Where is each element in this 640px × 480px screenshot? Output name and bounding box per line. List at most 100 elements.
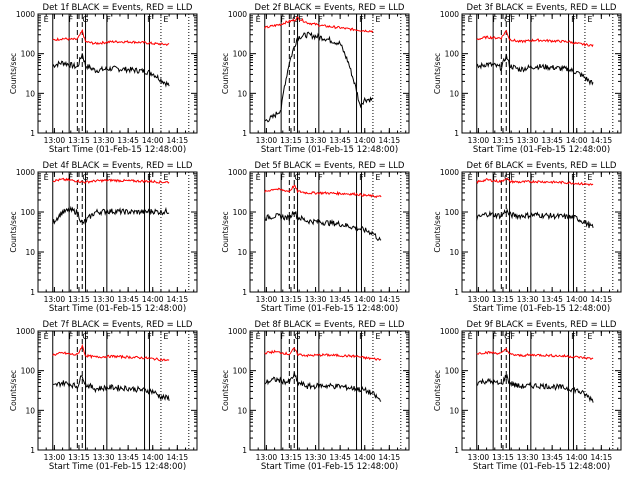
interval-mark: F bbox=[359, 173, 364, 182]
x-tick-label: 13:30 bbox=[305, 136, 327, 145]
y-tick-label: 10 bbox=[25, 406, 35, 415]
interval-mark: G bbox=[294, 332, 300, 341]
interval-mark: E bbox=[375, 173, 380, 182]
x-tick-label: 14:15 bbox=[591, 136, 613, 145]
y-tick-label: 10 bbox=[237, 406, 247, 415]
lld-series-line bbox=[264, 347, 382, 361]
plot-frame bbox=[249, 13, 410, 134]
interval-mark: F bbox=[530, 332, 535, 341]
y-tick-label: 10 bbox=[25, 89, 35, 98]
x-tick-label: 14:00 bbox=[142, 295, 164, 304]
x-tick-label: 13:15 bbox=[68, 136, 90, 145]
interval-mark: GF bbox=[292, 15, 303, 24]
lld-series-line bbox=[52, 343, 170, 362]
interval-mark: E bbox=[375, 332, 380, 341]
x-tick-label: 13:00 bbox=[256, 453, 278, 462]
events-series-line bbox=[476, 373, 594, 403]
x-tick-label: 13:15 bbox=[492, 136, 514, 145]
interval-mark: E bbox=[256, 332, 261, 341]
interval-mark: GF bbox=[504, 15, 515, 24]
y-tick-label: 100 bbox=[21, 50, 36, 59]
x-tick-label: 13:00 bbox=[468, 295, 490, 304]
lld-series-line bbox=[476, 177, 594, 187]
panel-title: Det 7f BLACK = Events, RED = LLD bbox=[43, 320, 193, 330]
x-axis-label: Start Time (01-Feb-15 12:48:00) bbox=[261, 304, 398, 314]
y-tick-label: 100 bbox=[21, 367, 36, 376]
events-series-line bbox=[476, 53, 594, 86]
x-tick-label: 13:00 bbox=[468, 453, 490, 462]
lld-series-line bbox=[476, 347, 594, 360]
x-tick-label: 13:45 bbox=[117, 136, 139, 145]
interval-mark: F bbox=[147, 332, 152, 341]
y-axis-label: Counts/sec bbox=[9, 53, 18, 94]
interval-mark: F bbox=[106, 332, 111, 341]
interval-mark: E bbox=[587, 15, 592, 24]
x-tick-label: 13:30 bbox=[517, 453, 539, 462]
lld-series-line bbox=[264, 184, 382, 199]
events-series-line bbox=[52, 375, 170, 401]
lld-series-line bbox=[476, 29, 594, 48]
panel-title: Det 1f BLACK = Events, RED = LLD bbox=[43, 3, 193, 13]
interval-mark: E bbox=[587, 332, 592, 341]
interval-mark: E bbox=[375, 15, 380, 24]
interval-mark: E bbox=[163, 332, 168, 341]
interval-mark: F bbox=[318, 15, 323, 24]
plot-frame bbox=[461, 13, 622, 134]
interval-mark: F bbox=[492, 173, 497, 182]
x-tick-label: 14:15 bbox=[379, 136, 401, 145]
interval-mark: F bbox=[318, 173, 323, 182]
y-tick-label: 1000 bbox=[440, 327, 459, 336]
x-tick-label: 13:15 bbox=[280, 453, 302, 462]
plot-frame bbox=[37, 171, 198, 293]
x-tick-label: 13:00 bbox=[468, 136, 490, 145]
x-tick-label: 13:45 bbox=[329, 453, 351, 462]
panel-title: Det 5f BLACK = Events, RED = LLD bbox=[255, 161, 405, 171]
interval-mark: F bbox=[492, 15, 497, 24]
y-tick-label: 1 bbox=[242, 446, 247, 455]
y-axis-label: Counts/sec bbox=[433, 211, 442, 252]
x-tick-label: 13:45 bbox=[117, 295, 139, 304]
plot-frame bbox=[461, 330, 622, 451]
y-tick-label: 1000 bbox=[16, 10, 35, 19]
x-tick-label: 13:30 bbox=[93, 136, 115, 145]
interval-mark: E bbox=[468, 173, 473, 182]
y-tick-label: 100 bbox=[233, 208, 248, 217]
x-tick-label: 13:30 bbox=[93, 453, 115, 462]
interval-mark: G bbox=[82, 173, 88, 182]
interval-mark: E bbox=[44, 332, 49, 341]
panel-title: Det 4f BLACK = Events, RED = LLD bbox=[43, 161, 193, 171]
plot-frame bbox=[249, 330, 410, 451]
panel-title: Det 9f BLACK = Events, RED = LLD bbox=[467, 320, 617, 330]
panel-title: Det 6f BLACK = Events, RED = LLD bbox=[467, 161, 617, 171]
interval-mark: E bbox=[163, 15, 168, 24]
x-tick-label: 13:00 bbox=[256, 295, 278, 304]
interval-mark: F bbox=[280, 15, 285, 24]
interval-mark: E bbox=[587, 173, 592, 182]
y-tick-label: 100 bbox=[233, 50, 248, 59]
panel-title: Det 3f BLACK = Events, RED = LLD bbox=[467, 3, 617, 13]
interval-mark: F bbox=[147, 15, 152, 24]
x-tick-label: 14:00 bbox=[354, 453, 376, 462]
x-tick-label: 13:30 bbox=[517, 295, 539, 304]
y-axis-label: Counts/sec bbox=[221, 370, 230, 411]
interval-mark: F bbox=[571, 15, 576, 24]
x-axis-label: Start Time (01-Feb-15 12:48:00) bbox=[261, 462, 398, 472]
interval-mark: F bbox=[492, 332, 497, 341]
interval-mark: E bbox=[44, 15, 49, 24]
interval-mark: E bbox=[163, 173, 168, 182]
interval-mark: F bbox=[280, 173, 285, 182]
y-tick-label: 1000 bbox=[440, 168, 459, 177]
x-tick-label: 13:00 bbox=[44, 136, 66, 145]
y-tick-label: 1 bbox=[30, 288, 35, 297]
x-tick-label: 13:00 bbox=[44, 453, 66, 462]
plot-frame bbox=[249, 171, 410, 293]
y-tick-label: 1 bbox=[242, 129, 247, 138]
x-tick-label: 14:15 bbox=[167, 136, 189, 145]
x-tick-label: 13:45 bbox=[117, 453, 139, 462]
